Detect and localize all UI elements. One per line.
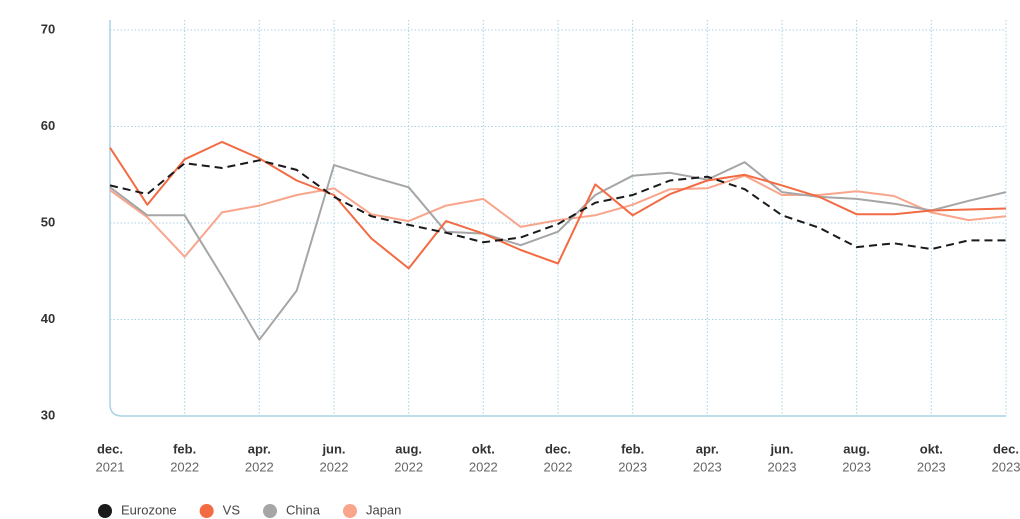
x-tick-label: jun. — [769, 441, 793, 456]
series-line — [109, 174, 1007, 258]
x-tick-label: 2023 — [768, 459, 797, 474]
legend-label: VS — [223, 502, 241, 517]
y-tick-label: 40 — [41, 311, 55, 326]
x-tick-label: 2023 — [842, 459, 871, 474]
x-tick-label: dec. — [97, 441, 123, 456]
x-tick-label: 2023 — [618, 459, 647, 474]
x-tick-label: 2022 — [320, 459, 349, 474]
y-tick-label: 50 — [41, 214, 55, 229]
x-tick-label: 2022 — [394, 459, 423, 474]
x-tick-label: 2022 — [469, 459, 498, 474]
legend-swatch — [98, 504, 112, 518]
x-tick-label: feb. — [621, 441, 644, 456]
x-tick-label: 2022 — [245, 459, 274, 474]
series-line — [109, 161, 1007, 341]
x-tick-label: 2023 — [917, 459, 946, 474]
x-tick-label: feb. — [173, 441, 196, 456]
x-tick-label: 2023 — [693, 459, 722, 474]
legend-swatch — [263, 504, 277, 518]
y-tick-label: 60 — [41, 118, 55, 133]
axis-line — [109, 20, 1006, 417]
x-tick-label: aug. — [395, 441, 422, 456]
x-tick-label: 2023 — [992, 459, 1020, 474]
x-tick-label: dec. — [993, 441, 1019, 456]
legend-label: Japan — [366, 502, 401, 517]
legend-swatch — [199, 504, 214, 518]
x-tick-label: 2022 — [170, 459, 199, 474]
legend-label: China — [286, 502, 321, 517]
legend-swatch — [342, 504, 357, 518]
legend-label: Eurozone — [121, 502, 177, 517]
x-tick-label: dec. — [545, 441, 571, 456]
x-tick-label: 2021 — [96, 459, 125, 474]
series-line — [109, 140, 1007, 270]
x-tick-label: apr. — [696, 441, 719, 456]
x-tick-label: okt. — [920, 441, 943, 456]
x-tick-label: okt. — [472, 441, 495, 456]
y-tick-label: 70 — [41, 21, 55, 36]
x-tick-label: aug. — [843, 441, 870, 456]
x-tick-label: apr. — [248, 441, 271, 456]
series-line — [109, 159, 1006, 251]
y-tick-label: 30 — [41, 407, 55, 422]
x-tick-label: 2022 — [544, 459, 573, 474]
x-tick-label: jun. — [321, 441, 345, 456]
